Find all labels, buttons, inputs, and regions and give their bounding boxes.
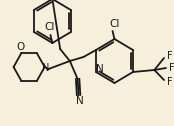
- Text: Cl: Cl: [44, 22, 55, 32]
- Text: N: N: [42, 63, 49, 73]
- Text: F: F: [167, 51, 173, 61]
- Text: F: F: [169, 63, 174, 73]
- Text: N: N: [76, 96, 84, 106]
- Text: N: N: [96, 64, 104, 74]
- Text: O: O: [16, 42, 25, 52]
- Text: Cl: Cl: [109, 19, 120, 29]
- Text: F: F: [167, 77, 173, 87]
